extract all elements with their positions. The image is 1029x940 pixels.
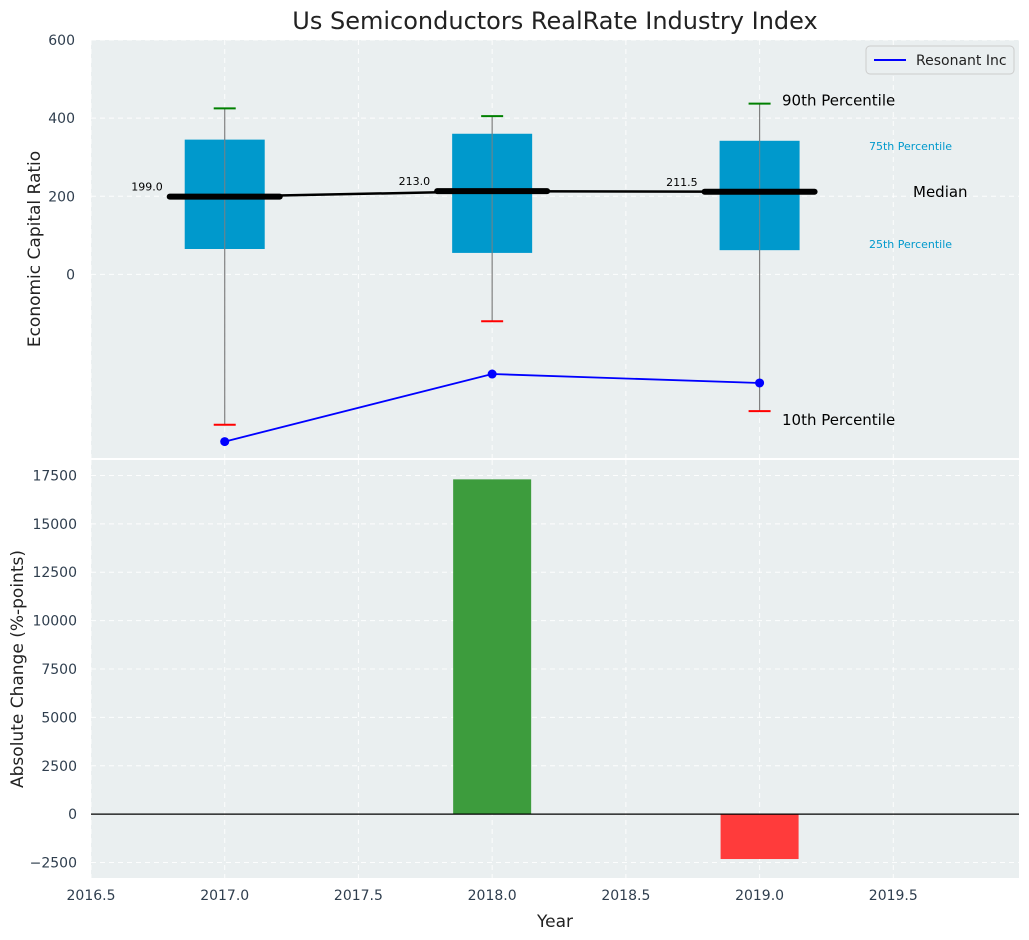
legend-box (865, 45, 1015, 75)
y-tick-label: 0 (68, 807, 77, 823)
annotation-90th: 90th Percentile (782, 92, 895, 110)
y-tick-label: 600 (48, 33, 75, 49)
series-point (487, 369, 497, 379)
y-tick-label: 7500 (41, 662, 77, 678)
legend-label: Resonant Inc (916, 53, 1007, 69)
y-axis-label-bottom: Absolute Change (%-points) (8, 550, 28, 788)
median-trend-line (224, 189, 760, 198)
legend: Resonant Inc (865, 45, 1015, 75)
change-bar (453, 479, 532, 815)
x-tick-label: 2018.5 (601, 888, 650, 904)
box-plot-panel: 0 200 400 600 199.0 213.0 211.5 90th Percentile… (48, 33, 1019, 458)
y-tick-label: 400 (48, 111, 75, 127)
change-bar (720, 814, 799, 860)
annotation-75th: 75th Percentile (869, 140, 952, 153)
y-tick-label: 5000 (41, 710, 77, 726)
y-axis-label-top: Economic Capital Ratio (25, 151, 45, 347)
y-tick-label: 10000 (32, 614, 77, 630)
bar-chart-panel: −2500 0 2500 5000 7500 10000 12500 15000 17500 20… (30, 460, 1019, 904)
x-axis-label: Year (536, 912, 573, 932)
series-point (755, 378, 765, 388)
annotation-median: Median (913, 183, 968, 201)
chart-title: Us Semiconductors RealRate Industry Inde… (292, 7, 817, 35)
x-tick-label: 2017.0 (200, 888, 249, 904)
x-tick-label: 2019.0 (735, 888, 784, 904)
median-value-label: 199.0 (131, 181, 163, 194)
annotation-10th: 10th Percentile (782, 411, 895, 429)
y-tick-label: 200 (48, 189, 75, 205)
y-tick-label: 17500 (32, 468, 77, 484)
y-tick-label: 2500 (41, 759, 77, 775)
series-point (220, 437, 230, 447)
annotation-25th: 25th Percentile (869, 238, 952, 251)
y-tick-label: 12500 (32, 565, 77, 581)
x-tick-label: 2019.5 (869, 888, 918, 904)
median-value-label: 213.0 (399, 175, 431, 188)
x-tick-label: 2018.0 (468, 888, 517, 904)
median-value-label: 211.5 (666, 176, 698, 189)
x-tick-label: 2017.5 (334, 888, 383, 904)
x-tick-label: 2016.5 (67, 888, 116, 904)
y-tick-label: 15000 (32, 517, 77, 533)
y-tick-label: −2500 (30, 856, 77, 872)
y-tick-label: 0 (66, 267, 75, 283)
